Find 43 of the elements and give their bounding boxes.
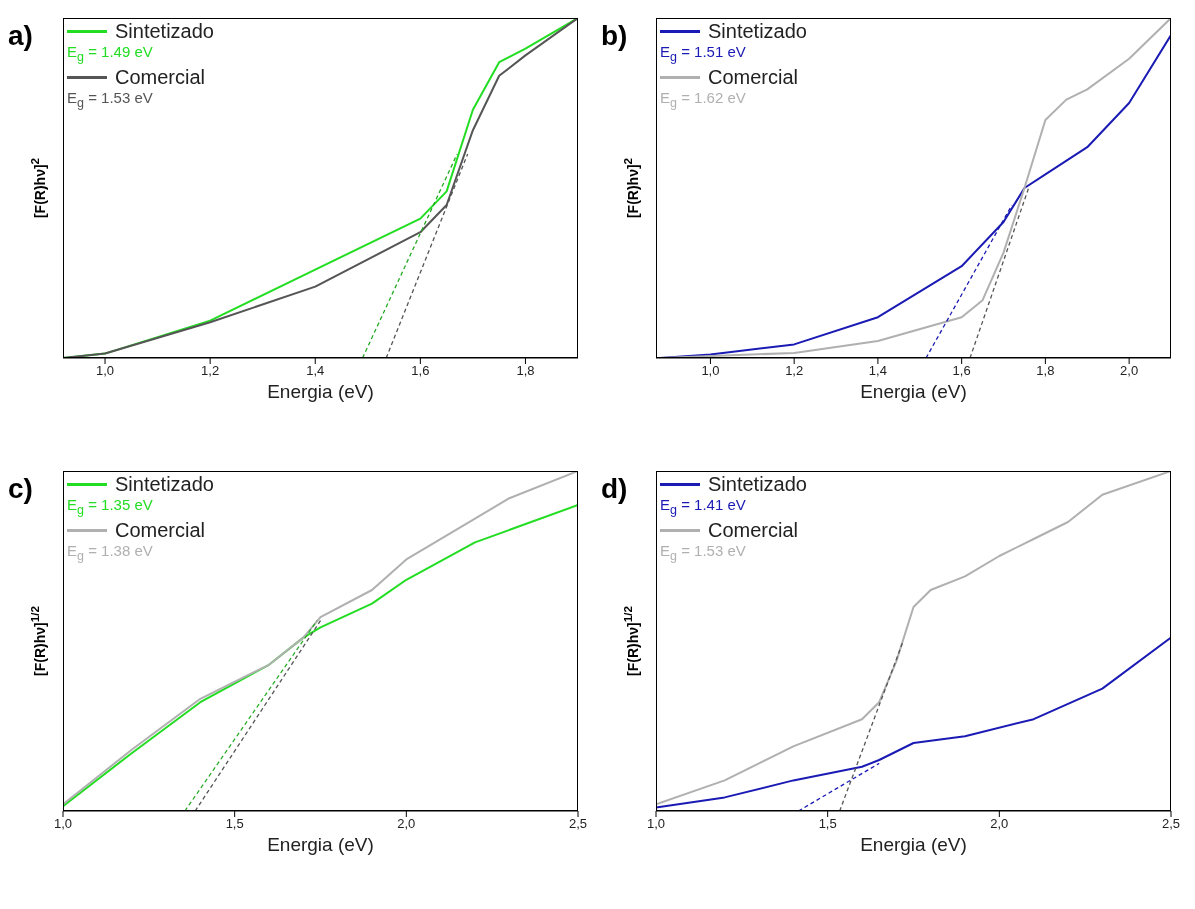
annotation: E$_{g}$ = 1.62 eV [660, 89, 747, 110]
x-tick-label: 1,0 [53, 816, 73, 832]
x-tick-label: 1,0 [646, 816, 666, 832]
x-tick-label: 1,8 [516, 363, 535, 379]
annotation: E$_{g}$ = 1.35 eV [67, 496, 154, 517]
annotation: E$_{g}$ = 1.51 eV [660, 43, 747, 64]
x-tick-label: 1,4 [868, 363, 887, 379]
x-tick-label: 1,8 [1036, 363, 1055, 379]
x-tick-label: 2,5 [568, 816, 588, 832]
x-tick-label: 1,6 [952, 363, 971, 379]
chart-title: d) [601, 473, 628, 505]
x-axis-title: Energia (eV) [267, 381, 374, 402]
x-tick-label: 2,0 [990, 816, 1009, 832]
x-tick-label: 1,5 [818, 816, 837, 832]
annotation: E$_{g}$ = 1.53 eV [67, 89, 154, 110]
x-tick-label: 1,6 [411, 363, 430, 379]
x-tick-label: 1,4 [306, 363, 325, 379]
chart-title: c) [8, 473, 33, 505]
legend-label: Comercial [115, 66, 206, 89]
x-axis-title: Energia (eV) [860, 381, 967, 402]
legend-label: Comercial [708, 519, 799, 542]
annotation: E$_{g}$ = 1.41 eV [660, 496, 747, 517]
legend-label: Sintetizado [708, 20, 807, 43]
legend-label: Sintetizado [708, 473, 807, 496]
annotation: E$_{g}$ = 1.38 eV [67, 542, 154, 563]
legend-label: Sintetizado [115, 473, 214, 496]
annotation: E$_{g}$ = 1.53 eV [660, 542, 747, 563]
x-tick-label: 1,2 [785, 363, 804, 379]
annotation: E$_{g}$ = 1.49 eV [67, 43, 154, 64]
x-tick-label: 1,5 [225, 816, 244, 832]
chart-title: a) [8, 20, 33, 52]
x-tick-label: 2,5 [1161, 816, 1181, 832]
x-tick-label: 2,0 [397, 816, 416, 832]
x-tick-label: 1,0 [701, 363, 720, 379]
x-axis-title: Energia (eV) [267, 834, 374, 855]
legend-label: Comercial [115, 519, 206, 542]
x-tick-label: 2,0 [1120, 363, 1139, 379]
x-tick-label: 1,2 [201, 363, 220, 379]
chart-title: b) [601, 20, 628, 52]
legend-label: Sintetizado [115, 20, 214, 43]
x-tick-label: 1,0 [96, 363, 115, 379]
x-axis-title: Energia (eV) [860, 834, 967, 855]
legend-label: Comercial [708, 66, 799, 89]
